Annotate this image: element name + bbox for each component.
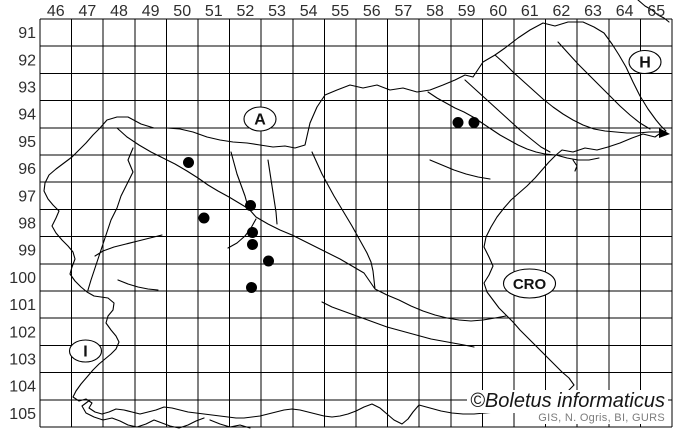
grid-column-label: 63 (584, 3, 602, 20)
occurrence-dot (198, 212, 210, 224)
occurrence-dot (183, 157, 194, 168)
grid-column-label: 56 (363, 3, 381, 20)
grid-row-label: 91 (18, 25, 36, 42)
grid-row-label: 93 (18, 80, 36, 97)
occurrence-dot (247, 239, 258, 250)
grid-row-label: 99 (18, 243, 36, 260)
grid-column-label: 53 (268, 3, 286, 20)
country-label-ellipse (243, 106, 277, 132)
grid-column-label: 54 (300, 3, 318, 20)
country-label-hungary: H (628, 49, 662, 75)
occurrence-dot (245, 200, 256, 211)
occurrence-dot (452, 117, 464, 128)
grid-column-label: 51 (205, 3, 223, 20)
grid-column-label: 47 (79, 3, 97, 20)
istria-coastline (81, 399, 251, 429)
country-label-italy: I (68, 339, 103, 363)
grid-column-label: 60 (489, 3, 507, 20)
grid-row-label: 97 (18, 188, 36, 205)
grid-row-label: 95 (18, 134, 36, 151)
grid-column-label: 48 (110, 3, 128, 20)
grid-column-label: 64 (616, 3, 634, 20)
grid-column-label: 49 (142, 3, 160, 20)
grid-row-label: 92 (18, 52, 36, 69)
grid-column-label: 58 (426, 3, 444, 20)
grid-row-label: 104 (9, 379, 36, 396)
grid-row-label: 101 (9, 297, 36, 314)
country-label-text: H (639, 55, 651, 72)
grid-column-label: 61 (521, 3, 539, 20)
occurrence-dots (183, 117, 480, 293)
occurrence-dot (468, 117, 480, 128)
grid-column-label: 55 (331, 3, 349, 20)
country-label-text: I (83, 344, 87, 361)
grid-row-label: 102 (9, 324, 36, 341)
grid-column-label: 50 (173, 3, 191, 20)
grid-row-label: 100 (9, 270, 36, 287)
grid-column-label: 52 (237, 3, 255, 20)
country-label-text: CRO (513, 276, 547, 293)
grid-row-label: 96 (18, 161, 36, 178)
slovenia-border (43, 21, 667, 425)
utm-grid (39, 18, 673, 428)
grid-labels: 46 47 48 49 50 51 52 53 54 55 56 57 58 59 60 61 62 63 64 65… (9, 3, 665, 423)
grid-column-label: 46 (47, 3, 65, 20)
country-label-ellipse (628, 49, 662, 75)
watermark-text: ©Boletus informaticus (467, 390, 668, 413)
grid-column-label: 57 (395, 3, 413, 20)
slovenia-map-art (43, 0, 670, 429)
grid-row-label: 98 (18, 216, 36, 233)
country-label-text: A (254, 112, 266, 129)
country-label-ellipse (502, 268, 557, 299)
grid-column-label: 59 (458, 3, 476, 20)
grid-row-label: 94 (18, 107, 36, 124)
grid-row-label: 103 (9, 352, 36, 369)
country-label-croatia: CRO (502, 268, 557, 299)
country-label-ellipse (68, 339, 103, 363)
occurrence-dot (247, 227, 258, 238)
country-labels: A H CRO I (68, 49, 662, 363)
grid-column-label: 65 (647, 3, 665, 20)
credit-text: GIS, N. Ogris, BI, GURS (536, 412, 667, 425)
country-label-austria: A (243, 106, 277, 132)
grid-row-label: 105 (9, 406, 36, 423)
occurrence-dot (263, 255, 274, 267)
occurrence-dot (246, 282, 257, 293)
grid-column-label: 62 (553, 3, 571, 20)
rivers (87, 0, 670, 348)
east-tip-arrow (659, 128, 670, 138)
